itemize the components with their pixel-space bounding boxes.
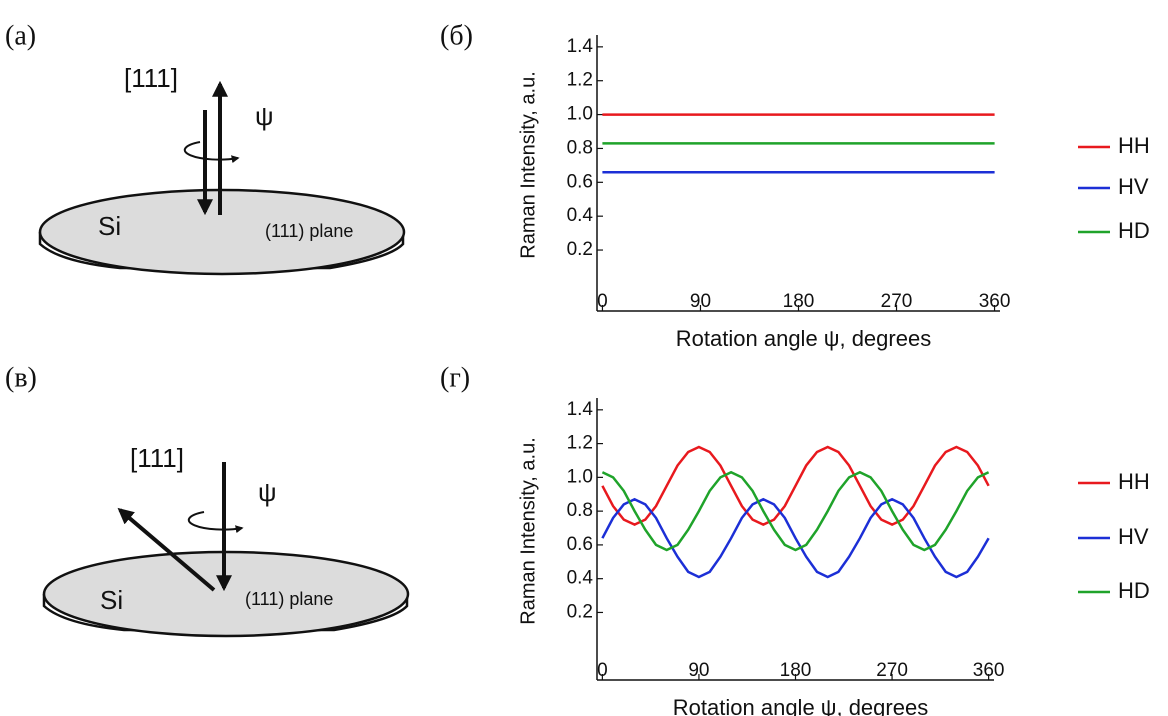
material-label: Si: [100, 585, 123, 615]
axis-label: [111]: [124, 63, 178, 93]
x-tick-label: 180: [780, 660, 812, 681]
y-tick-label: 0.2: [567, 601, 593, 622]
x-tick-label: 90: [690, 291, 711, 312]
x-tick-label: 270: [876, 660, 908, 681]
y-axis-label: Raman Intensity, a.u.: [517, 437, 539, 625]
series-line: [601, 497, 990, 579]
y-tick-label: 0.8: [567, 137, 593, 158]
y-tick-label: 0.8: [567, 500, 593, 521]
legend-label: HD: [1118, 218, 1150, 243]
y-tick-label: 0.4: [567, 568, 594, 589]
chart: (г) 0.2 0.4 0.6 0.8 1.0 1.2 1.4 0 90 180 270 360 Rota…: [440, 362, 1150, 716]
panel-label: (б): [440, 20, 473, 51]
panel-label: (г): [440, 362, 470, 393]
diagram-b: (в) [111] ψ Si (111) plane: [5, 362, 410, 638]
x-axis-label: Rotation angle ψ, degrees: [673, 695, 928, 716]
x-axis-label: Rotation angle ψ, degrees: [676, 326, 931, 351]
chart: (б) 0.2 0.4 0.6 0.8 1.0 1.2 1.4 0 90 180 270 360 Rota…: [440, 20, 1150, 350]
panel-label: (а): [5, 20, 36, 51]
angle-label: ψ: [258, 477, 277, 507]
y-tick-label: 1.0: [567, 104, 593, 125]
x-tick-label: 360: [979, 291, 1011, 312]
y-tick-label: 1.2: [567, 70, 593, 91]
axis-label: [111]: [130, 443, 184, 473]
legend-label: HV: [1118, 174, 1149, 199]
x-tick-label: 0: [597, 291, 608, 312]
series-line: [601, 470, 990, 552]
series-line: [601, 445, 990, 526]
plane-label: (111) plane: [245, 589, 333, 609]
rotation-arrow: [187, 511, 244, 534]
diagram-a: (а) [111] ψ Si (111) plane: [5, 20, 406, 276]
x-tick-label: 90: [688, 660, 709, 681]
plane-label: (111) plane: [265, 221, 353, 241]
rotation-arrow: [183, 141, 240, 164]
y-tick-label: 1.4: [567, 36, 594, 57]
x-tick-label: 180: [783, 291, 815, 312]
y-tick-label: 1.0: [567, 466, 593, 487]
legend-label: HD: [1118, 578, 1150, 603]
legend-label: HV: [1118, 524, 1149, 549]
material-label: Si: [98, 211, 121, 241]
y-tick-label: 0.6: [567, 171, 593, 192]
y-tick-label: 0.6: [567, 534, 593, 555]
x-tick-label: 360: [973, 660, 1005, 681]
y-tick-label: 1.2: [567, 433, 593, 454]
legend-label: HH: [1118, 133, 1150, 158]
y-axis-label: Raman Intensity, a.u.: [517, 71, 539, 259]
y-tick-label: 1.4: [567, 399, 594, 420]
arrow-diagonal: [117, 507, 216, 592]
y-tick-label: 0.4: [567, 205, 594, 226]
x-tick-label: 270: [881, 291, 913, 312]
legend-label: HH: [1118, 469, 1150, 494]
angle-label: ψ: [255, 101, 274, 131]
y-tick-label: 0.2: [567, 239, 593, 260]
x-tick-label: 0: [597, 660, 608, 681]
panel-label: (в): [5, 362, 37, 393]
